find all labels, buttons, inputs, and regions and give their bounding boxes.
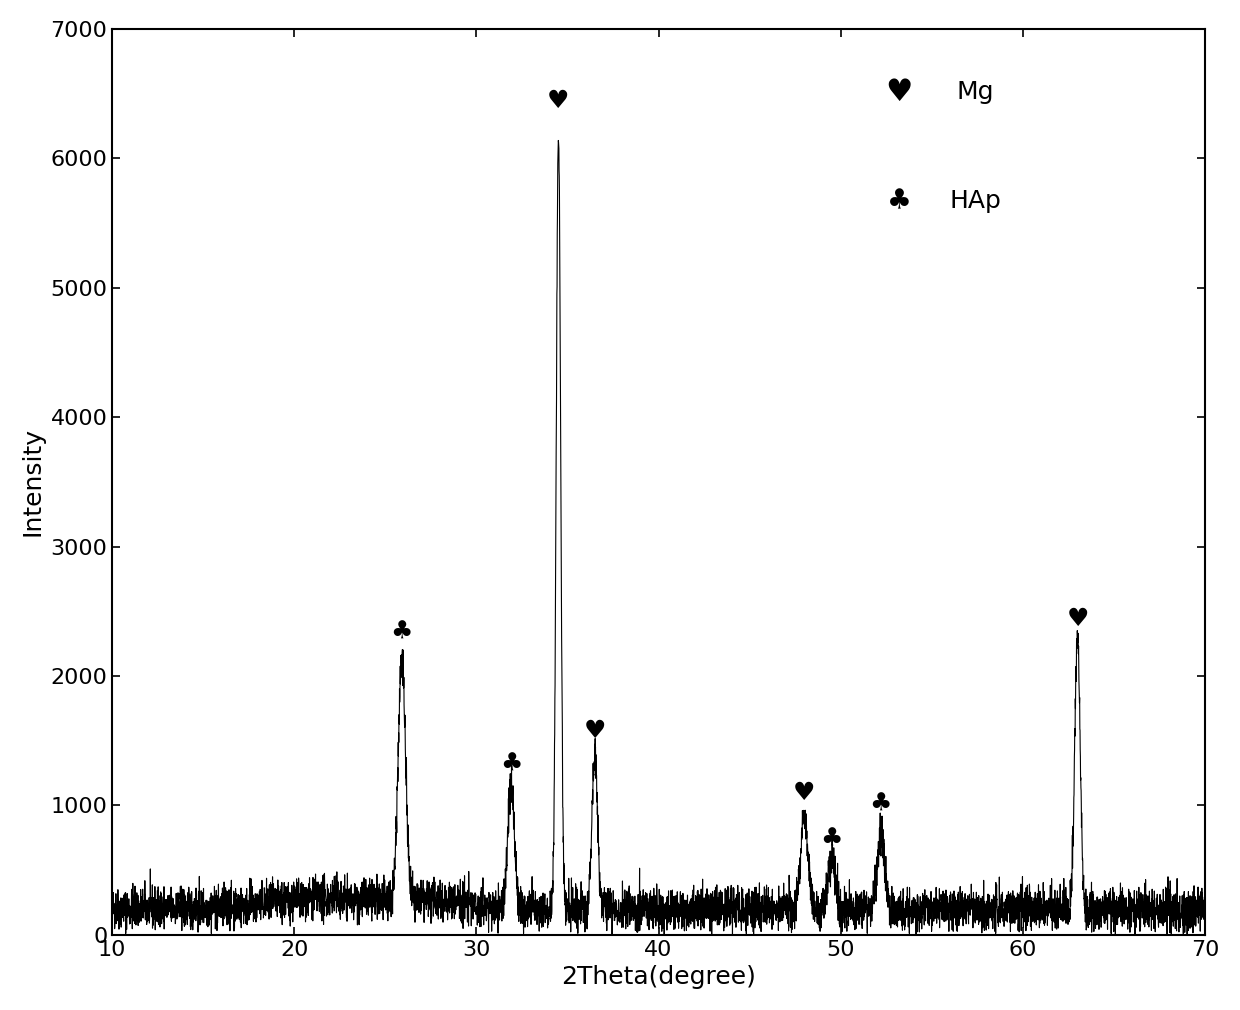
Text: HAp: HAp [950,189,1002,213]
Text: ♣: ♣ [869,792,892,816]
Text: ♣: ♣ [821,826,843,850]
Text: ♣: ♣ [500,751,522,776]
Y-axis label: Intensity: Intensity [21,427,45,536]
X-axis label: 2Theta(degree): 2Theta(degree) [562,966,756,989]
Text: ♥: ♥ [794,782,816,805]
Text: ♥: ♥ [885,78,913,107]
Text: ♣: ♣ [887,187,911,215]
Text: ♥: ♥ [1066,607,1089,630]
Text: Mg: Mg [957,80,994,104]
Text: ♥: ♥ [584,719,606,743]
Text: ♣: ♣ [391,619,413,643]
Text: ♥: ♥ [547,89,569,113]
